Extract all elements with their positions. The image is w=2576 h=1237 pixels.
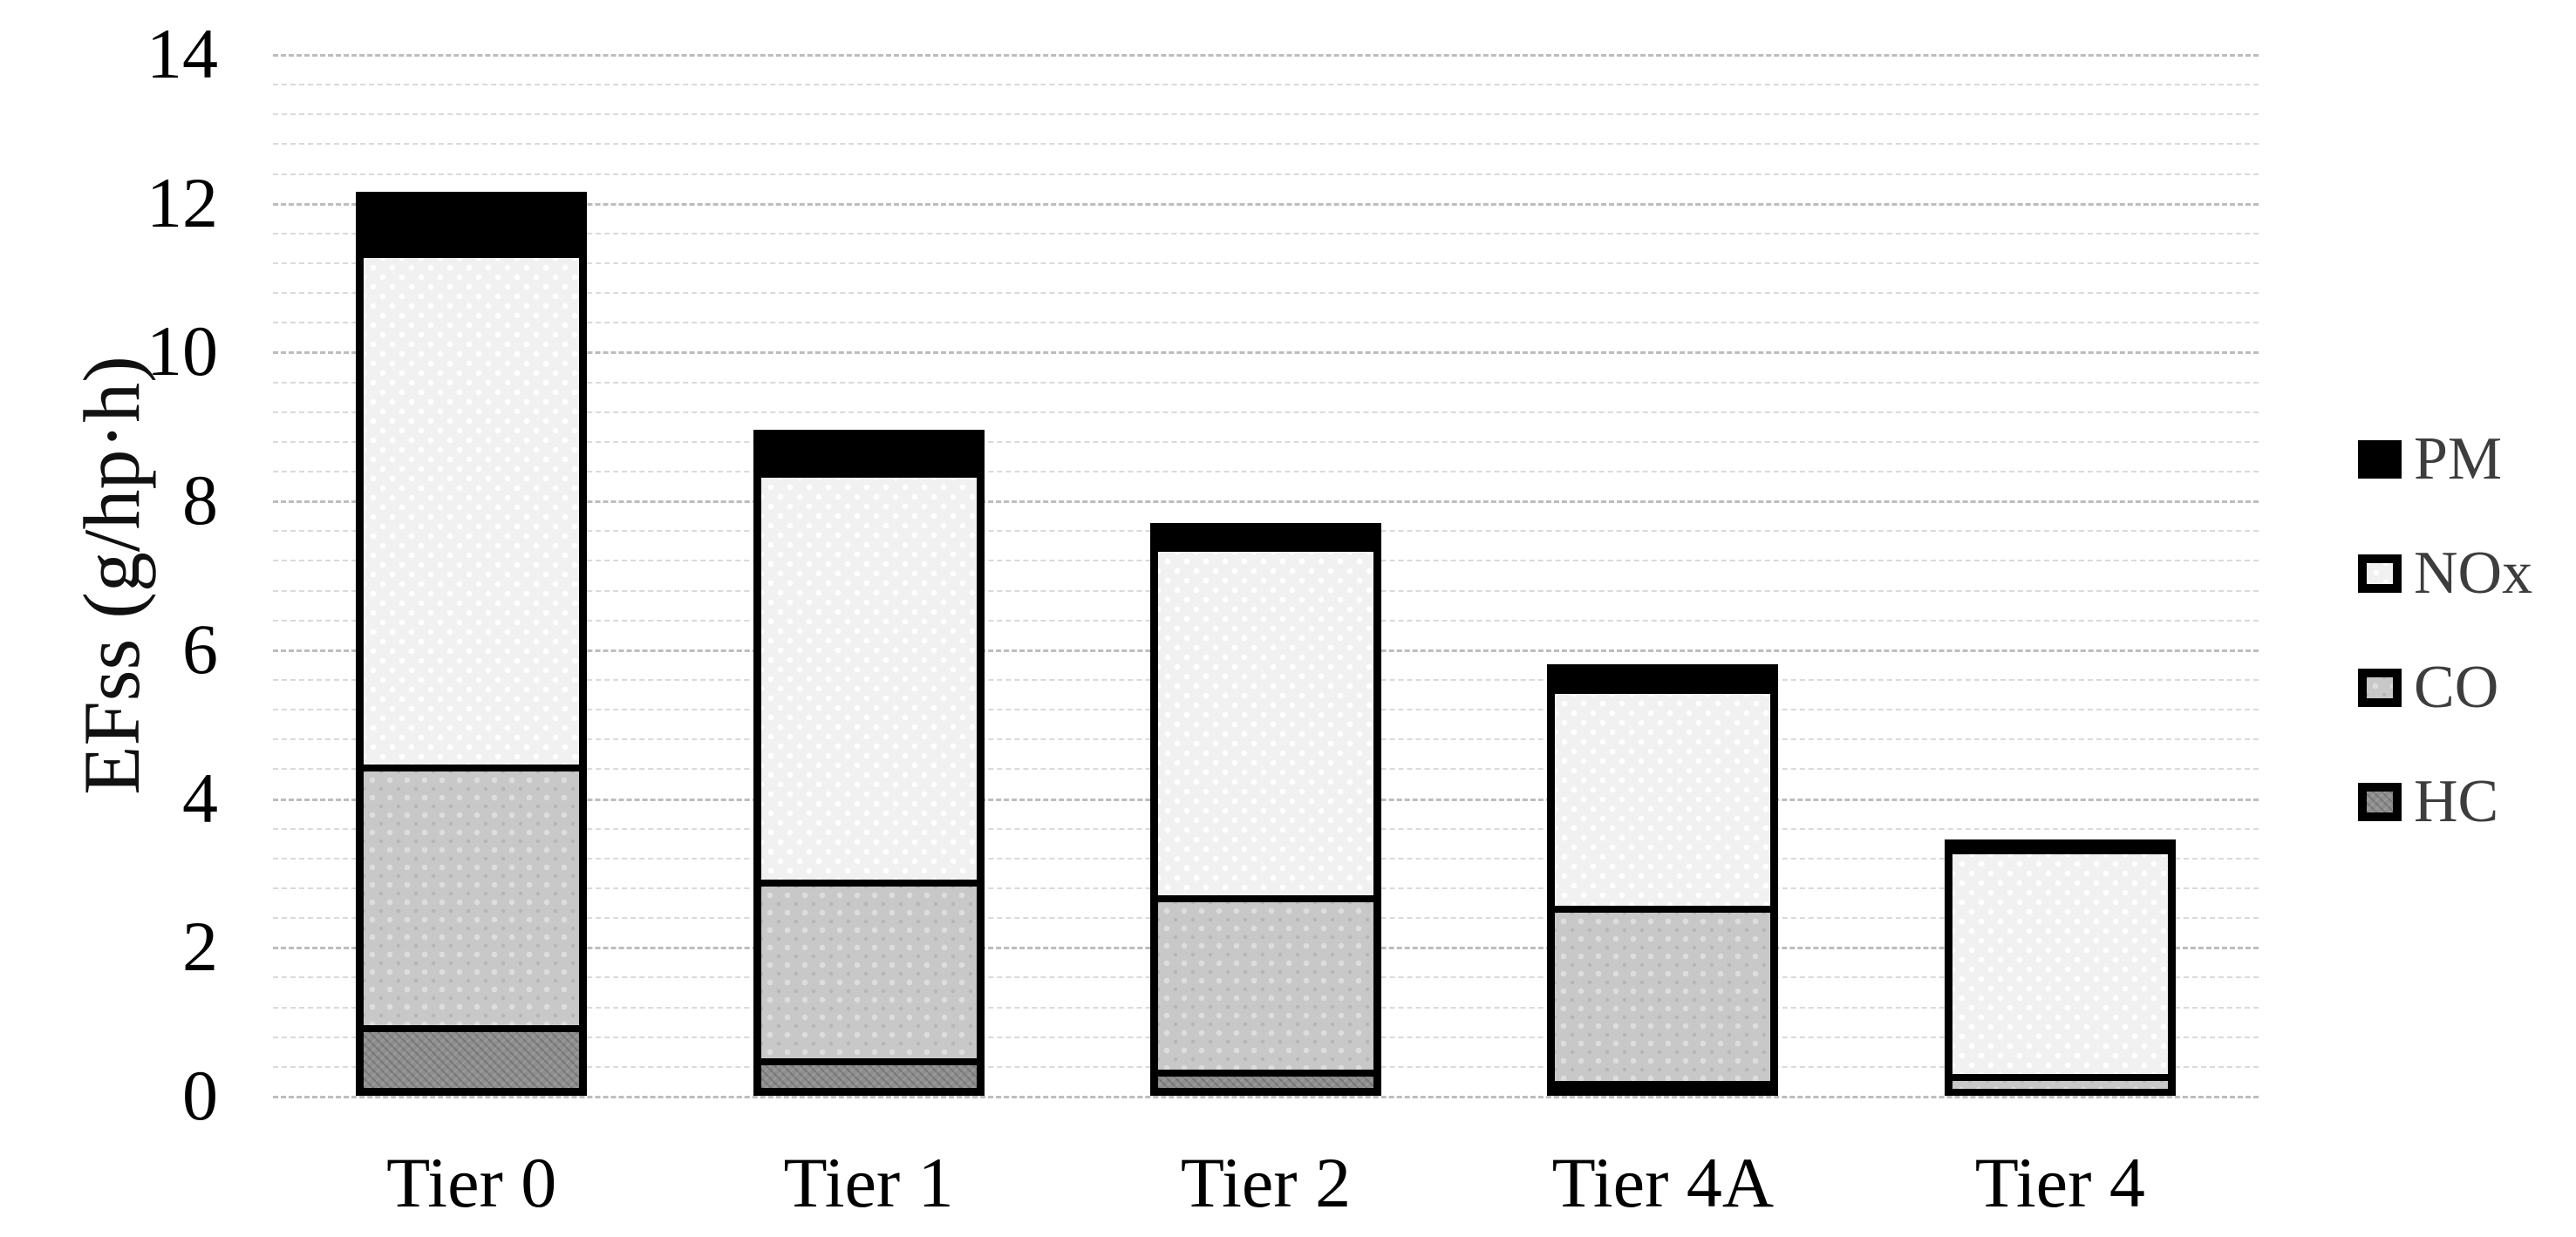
gridline-major	[273, 1096, 2259, 1098]
bar-tier-4-segment-hc	[1952, 1088, 2168, 1096]
legend-item-co: CO	[2358, 657, 2498, 718]
bar-tier-2-segment-pm	[1158, 530, 1373, 546]
x-tick-label-tier-2: Tier 2	[1180, 1143, 1352, 1222]
gridline-minor	[273, 84, 2259, 86]
y-tick-label-6: 6	[182, 608, 218, 689]
bar-tier-4a-segment-nox	[1555, 686, 1771, 907]
y-tick-label-12: 12	[147, 162, 218, 242]
bar-tier-2	[1150, 522, 1381, 1096]
x-tick-label-tier-1: Tier 1	[783, 1143, 954, 1222]
y-tick-label-8: 8	[182, 460, 218, 540]
legend-label-pm: PM	[2414, 425, 2503, 493]
gridline-minor	[273, 292, 2259, 295]
gridline-minor	[273, 322, 2259, 324]
gridline-minor	[273, 232, 2259, 234]
gridline-minor	[273, 411, 2259, 413]
y-tick-label-4: 4	[182, 758, 218, 838]
gridline-minor	[273, 440, 2259, 443]
x-tick-label-tier-4a: Tier 4A	[1551, 1143, 1775, 1222]
bar-tier-1-segment-co	[760, 880, 977, 1059]
y-tick-label-10: 10	[147, 311, 218, 391]
bar-tier-0	[356, 191, 588, 1096]
bar-tier-4-segment-nox	[1952, 846, 2168, 1074]
y-tick-label-0: 0	[182, 1056, 218, 1135]
gridline-major	[273, 54, 2259, 57]
gridline-minor	[273, 471, 2259, 472]
legend-swatch-hc	[2358, 783, 2402, 821]
x-tick-label-tier-0: Tier 0	[386, 1143, 557, 1222]
y-tick-label-14: 14	[147, 14, 218, 93]
bar-tier-2-segment-hc	[1158, 1070, 1373, 1088]
bar-tier-0-segment-hc	[364, 1024, 580, 1088]
gridline-major	[273, 500, 2259, 504]
legend-label-co: CO	[2414, 654, 2499, 721]
bar-tier-4a	[1547, 663, 1779, 1096]
legend-swatch-pm	[2358, 440, 2402, 479]
bar-tier-4a-segment-co	[1555, 906, 1771, 1081]
legend-swatch-co	[2358, 669, 2402, 707]
x-tick-label-tier-4: Tier 4	[1974, 1143, 2145, 1222]
bar-tier-1-segment-nox	[760, 471, 977, 880]
bar-tier-0-segment-co	[364, 765, 580, 1025]
legend-item-nox: NOx	[2358, 543, 2532, 604]
bar-tier-2-segment-co	[1158, 894, 1373, 1070]
bar-tier-1-segment-pm	[760, 438, 977, 471]
bar-tier-4a-segment-hc	[1555, 1080, 1771, 1088]
legend-label-hc: HC	[2414, 768, 2499, 835]
bar-tier-4-segment-co	[1952, 1073, 2168, 1089]
y-axis-title: EFss (g/hp·h)	[67, 356, 156, 795]
legend-item-hc: HC	[2358, 771, 2498, 833]
gridline-minor	[273, 173, 2259, 175]
bar-tier-0-segment-pm	[364, 199, 580, 252]
gridline-minor	[273, 113, 2259, 116]
bar-tier-2-segment-nox	[1158, 545, 1373, 895]
gridline-minor	[273, 381, 2259, 384]
legend-item-pm: PM	[2358, 429, 2502, 490]
bar-tier-4	[1944, 839, 2176, 1096]
bar-tier-0-segment-nox	[364, 251, 580, 765]
legend-swatch-nox	[2358, 554, 2402, 593]
gridline-minor	[273, 262, 2259, 264]
gridline-major	[273, 351, 2259, 355]
bar-tier-4a-segment-pm	[1555, 671, 1771, 687]
bar-tier-1-segment-hc	[760, 1058, 977, 1088]
bar-tier-1	[753, 430, 985, 1096]
legend-label-nox: NOx	[2414, 540, 2533, 607]
gridline-minor	[273, 143, 2259, 146]
y-tick-label-2: 2	[182, 907, 218, 987]
plot-area	[273, 54, 2259, 1098]
gridline-major	[273, 202, 2259, 206]
